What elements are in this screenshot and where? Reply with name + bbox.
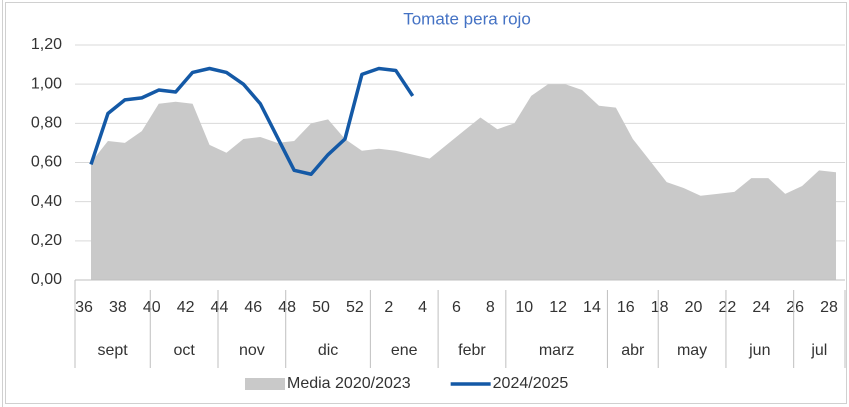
x-tick-label: 44 [211, 299, 229, 316]
x-group-label: may [677, 342, 707, 359]
x-tick-label: 48 [278, 299, 296, 316]
x-tick-label: 18 [651, 299, 669, 316]
x-tick-label: 40 [143, 299, 161, 316]
x-tick-label: 52 [346, 299, 364, 316]
y-tick-label: 1,20 [31, 36, 62, 53]
y-tick-label: 0,00 [31, 271, 62, 288]
x-group-label: jun [748, 342, 770, 359]
x-tick-label: 28 [820, 299, 838, 316]
x-tick-label: 50 [312, 299, 330, 316]
legend-label: 2024/2025 [493, 375, 569, 392]
area [91, 84, 836, 281]
x-tick-label: 6 [452, 299, 461, 316]
x-group-label: oct [173, 342, 195, 359]
x-tick-label: 36 [75, 299, 93, 316]
y-tick-label: 0,60 [31, 154, 62, 171]
x-tick-label: 16 [617, 299, 635, 316]
x-tick-label: 24 [752, 299, 770, 316]
x-group-label: nov [239, 342, 265, 359]
x-tick-label: 12 [549, 299, 567, 316]
line [89, 66, 415, 176]
x-tick-label: 2 [384, 299, 393, 316]
y-tick-label: 0,40 [31, 193, 62, 210]
x-tick-label: 46 [244, 299, 262, 316]
x-tick-label: 22 [719, 299, 737, 316]
x-group-label: marz [539, 342, 575, 359]
x-tick-label: 20 [685, 299, 703, 316]
x-group-label: dic [318, 342, 338, 359]
y-tick-label: 0,20 [31, 232, 62, 249]
x-tick-label: 8 [486, 299, 495, 316]
y-tick-label: 1,00 [31, 75, 62, 92]
x-group-label: abr [621, 342, 645, 359]
x-tick-label: 10 [515, 299, 533, 316]
chart-title: Tomate pera rojo [403, 9, 531, 28]
x-group-label: ene [391, 342, 418, 359]
x-tick-label: 42 [177, 299, 195, 316]
x-group-label: sept [98, 342, 129, 359]
x-tick-label: 26 [786, 299, 804, 316]
x-tick-label: 14 [583, 299, 601, 316]
y-tick-label: 0,80 [31, 115, 62, 132]
legend-label: Media 2020/2023 [287, 375, 411, 392]
x-group-label: jul [810, 342, 827, 359]
x-group-label: febr [458, 342, 486, 359]
x-tick-label: 38 [109, 299, 127, 316]
legend-swatch [245, 378, 285, 390]
x-tick-label: 4 [418, 299, 427, 316]
